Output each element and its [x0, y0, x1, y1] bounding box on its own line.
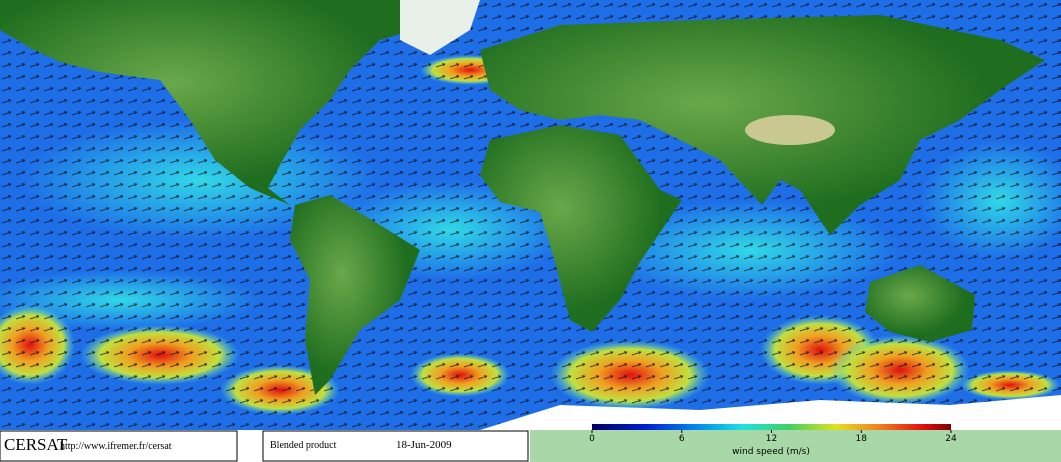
antarctica	[480, 395, 1061, 430]
colorbar-label: wind speed (m/s)	[732, 447, 810, 457]
colorbar-tick-label: 6	[679, 434, 685, 444]
land	[0, 0, 1045, 395]
colorbar-tick-label: 24	[945, 434, 957, 444]
logo: CERSAT	[4, 435, 68, 454]
colorbar-tick-label: 12	[766, 434, 777, 444]
product-box	[262, 430, 529, 462]
colorbar-ticks: 0 6 12 18 24	[589, 430, 957, 444]
bottom-right-land	[530, 430, 1061, 462]
url: http://www.ifremer.fr/cersat	[60, 441, 172, 452]
logo-box	[0, 430, 238, 462]
colorbar-tick-label: 18	[856, 434, 868, 444]
colorbar-tick-label: 0	[589, 434, 595, 444]
product-date: 18-Jun-2009	[396, 439, 452, 451]
product-name: Blended product	[270, 440, 337, 451]
colorbar	[592, 424, 951, 430]
